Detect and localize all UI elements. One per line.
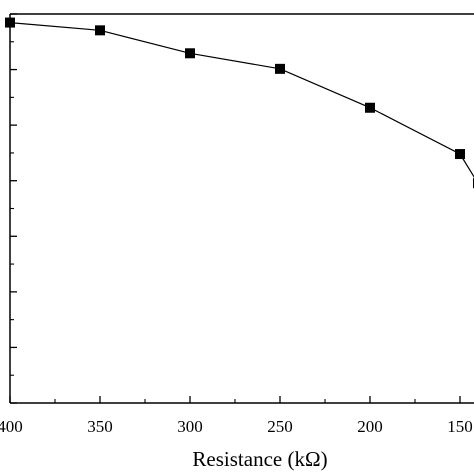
series-markers: [5, 17, 474, 189]
x-axis-tick-labels: 400 350 300 250 200 150: [0, 417, 473, 436]
x-tick-label: 200: [357, 417, 383, 436]
plot-frame: [9, 13, 474, 404]
data-point-marker: [185, 48, 195, 59]
x-tick-label: 150: [447, 417, 473, 436]
x-tick-label: 250: [267, 417, 293, 436]
x-tick-label: 300: [177, 417, 203, 436]
data-point-marker: [455, 149, 465, 160]
data-point-marker: [5, 17, 15, 28]
data-point-marker: [275, 63, 285, 74]
x-axis-title: Resistance (kΩ): [192, 447, 327, 471]
data-point-marker: [365, 102, 375, 113]
data-point-marker: [95, 25, 105, 36]
series-line: [9, 22, 474, 178]
x-tick-label: 350: [87, 417, 113, 436]
x-axis-ticks: [9, 396, 461, 403]
x-tick-label: 400: [0, 417, 23, 436]
y-axis-ticks: [10, 13, 17, 404]
